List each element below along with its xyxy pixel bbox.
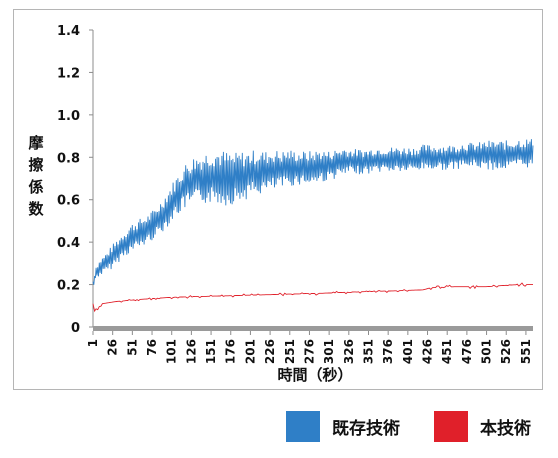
x-tick-label: 226 xyxy=(263,339,277,364)
x-tick-label: 351 xyxy=(361,339,375,364)
legend-label-1: 既存技術 xyxy=(332,418,400,439)
legend-swatch-2 xyxy=(434,411,468,442)
series-lines xyxy=(92,139,534,313)
series-line-1 xyxy=(92,139,534,285)
y-tick-label: 0.6 xyxy=(57,194,80,209)
x-tick-label: 451 xyxy=(440,339,454,364)
y-tick-label: 0 xyxy=(71,321,80,336)
x-tick-label: 26 xyxy=(106,339,120,356)
x-axis: 1 26 51 76 101 126 151 176 201 226 251 276 301 326 351… xyxy=(86,326,533,364)
x-axis-title: 時間（秒） xyxy=(277,366,352,384)
x-tick-label: 176 xyxy=(224,339,238,364)
x-tick-label: 51 xyxy=(125,339,139,356)
x-tick-label: 276 xyxy=(302,339,316,364)
x-axis-band xyxy=(93,326,533,331)
x-tick-label: 376 xyxy=(381,339,395,364)
x-tick-label: 251 xyxy=(283,339,297,364)
x-tick-label: 201 xyxy=(243,339,257,364)
x-tick-label: 301 xyxy=(322,339,336,364)
x-tick-label: 426 xyxy=(421,339,435,364)
series-line-2 xyxy=(92,282,533,313)
x-tick-label: 551 xyxy=(519,339,533,364)
legend: 既存技術 本技術 xyxy=(286,411,531,442)
y-tick-label: 0.8 xyxy=(57,151,80,166)
y-tick-label: 1.0 xyxy=(57,109,80,124)
x-tick-label: 476 xyxy=(460,339,474,364)
y-tick-label: 0.2 xyxy=(57,279,80,294)
y-axis: 0 0.2 0.4 0.6 0.8 1.0 1.2 1.4 xyxy=(57,24,94,336)
y-tick-label: 1.4 xyxy=(57,24,80,39)
legend-label-2: 本技術 xyxy=(480,418,531,439)
x-tick-label: 1 xyxy=(86,339,100,347)
x-tick-label: 401 xyxy=(401,339,415,364)
y-tick-label: 1.2 xyxy=(57,66,80,81)
y-axis-title: 摩擦係数 xyxy=(28,134,44,218)
x-tick-label: 526 xyxy=(499,339,513,364)
x-tick-label: 501 xyxy=(480,339,494,364)
x-tick-label: 326 xyxy=(342,339,356,364)
x-tick-label: 126 xyxy=(184,339,198,364)
legend-swatch-1 xyxy=(286,411,320,442)
x-tick-label: 76 xyxy=(145,339,159,356)
y-tick-label: 0.4 xyxy=(57,236,80,251)
x-tick-label: 101 xyxy=(165,339,179,364)
x-tick-label: 151 xyxy=(204,339,218,364)
